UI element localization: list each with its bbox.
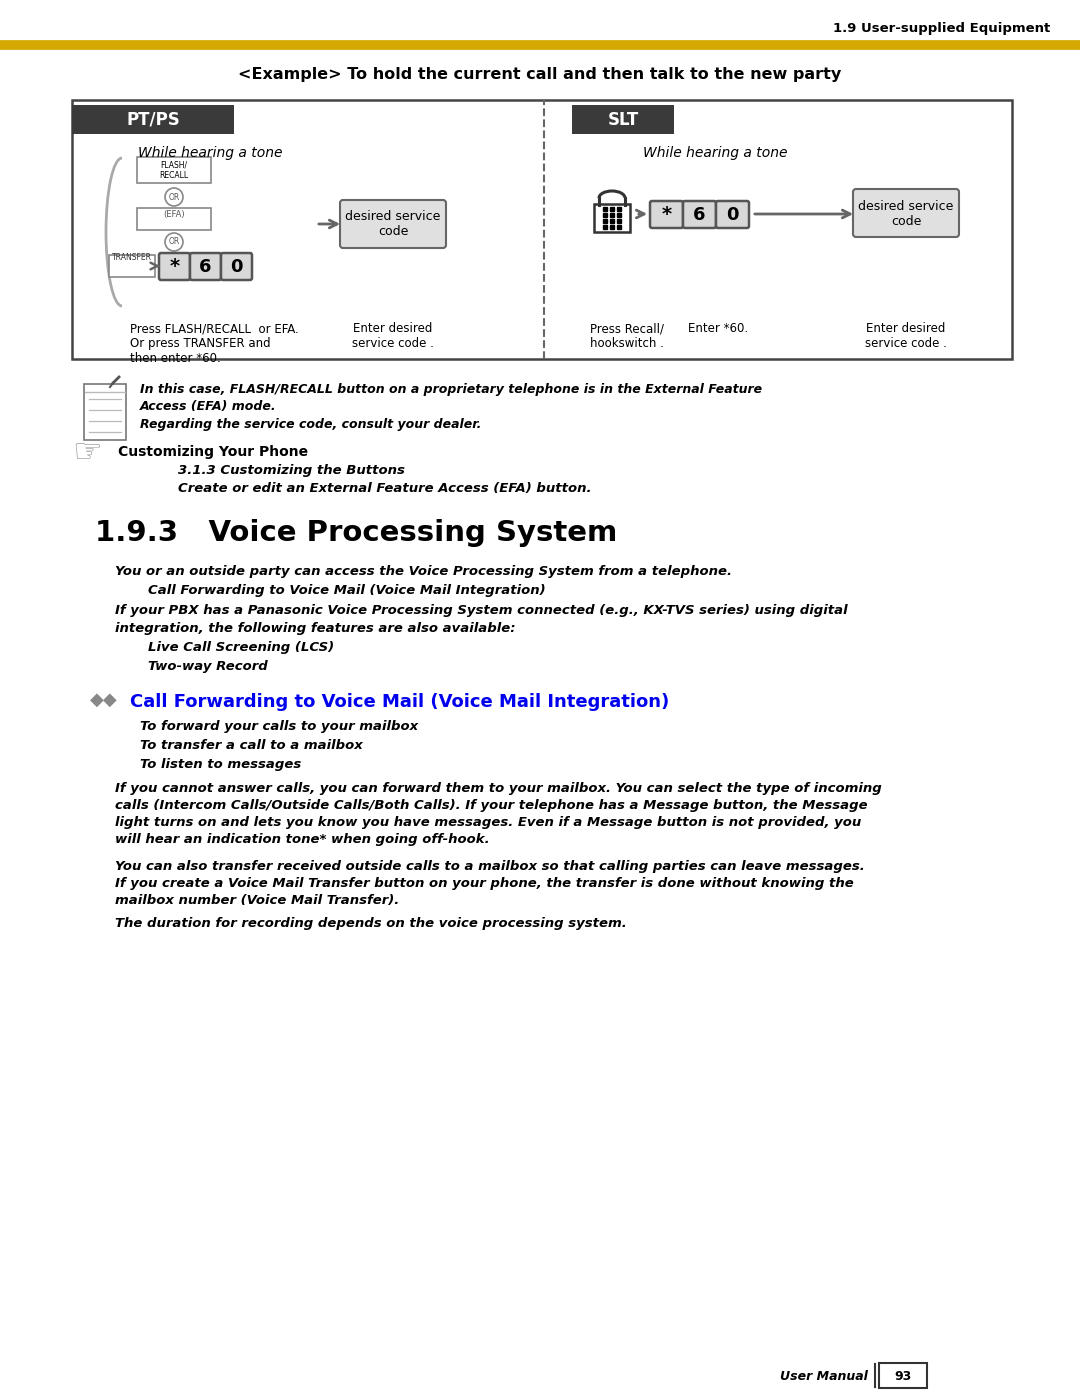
- FancyBboxPatch shape: [650, 201, 683, 228]
- Text: desired service
code: desired service code: [346, 210, 441, 237]
- Text: 93: 93: [894, 1369, 912, 1383]
- FancyBboxPatch shape: [683, 201, 716, 228]
- FancyBboxPatch shape: [594, 204, 630, 232]
- Text: 0: 0: [726, 205, 739, 224]
- Text: 0: 0: [230, 257, 243, 275]
- Text: PT/PS: PT/PS: [126, 110, 180, 129]
- FancyBboxPatch shape: [716, 201, 750, 228]
- Text: To transfer a call to a mailbox: To transfer a call to a mailbox: [140, 739, 363, 752]
- Circle shape: [165, 233, 183, 251]
- Text: Press FLASH/RECALL  or EFA.: Press FLASH/RECALL or EFA.: [130, 321, 299, 335]
- Text: 3.1.3 Customizing the Buttons: 3.1.3 Customizing the Buttons: [178, 464, 405, 476]
- FancyBboxPatch shape: [853, 189, 959, 237]
- FancyBboxPatch shape: [137, 156, 211, 183]
- Text: Create or edit an External Feature Access (EFA) button.: Create or edit an External Feature Acces…: [178, 482, 592, 495]
- Text: OR: OR: [168, 237, 179, 246]
- Text: You can also transfer received outside calls to a mailbox so that calling partie: You can also transfer received outside c…: [114, 861, 865, 873]
- Text: *: *: [661, 205, 672, 224]
- Text: integration, the following features are also available:: integration, the following features are …: [114, 622, 515, 636]
- Text: (EFA): (EFA): [163, 210, 185, 219]
- Text: Press Recall/
hookswitch .: Press Recall/ hookswitch .: [590, 321, 664, 351]
- FancyBboxPatch shape: [72, 101, 1012, 359]
- FancyBboxPatch shape: [221, 253, 252, 279]
- FancyBboxPatch shape: [572, 105, 674, 134]
- FancyBboxPatch shape: [190, 253, 221, 279]
- Text: If your PBX has a Panasonic Voice Processing System connected (e.g., KX-TVS seri: If your PBX has a Panasonic Voice Proces…: [114, 604, 848, 617]
- Circle shape: [165, 189, 183, 205]
- Text: then enter *60.: then enter *60.: [130, 352, 220, 365]
- Text: Enter desired
service code .: Enter desired service code .: [352, 321, 434, 351]
- Text: desired service
code: desired service code: [859, 200, 954, 228]
- FancyBboxPatch shape: [159, 253, 190, 279]
- Text: Enter *60.: Enter *60.: [688, 321, 748, 335]
- Text: <Example> To hold the current call and then talk to the new party: <Example> To hold the current call and t…: [239, 67, 841, 82]
- FancyBboxPatch shape: [84, 384, 126, 440]
- Text: You or an outside party can access the Voice Processing System from a telephone.: You or an outside party can access the V…: [114, 564, 732, 578]
- FancyBboxPatch shape: [879, 1363, 927, 1389]
- Text: While hearing a tone: While hearing a tone: [138, 147, 282, 161]
- Text: ☞: ☞: [72, 436, 102, 469]
- Text: light turns on and lets you know you have messages. Even if a Message button is : light turns on and lets you know you hav…: [114, 816, 861, 828]
- Text: Call Forwarding to Voice Mail (Voice Mail Integration): Call Forwarding to Voice Mail (Voice Mai…: [130, 693, 670, 711]
- Text: To listen to messages: To listen to messages: [140, 759, 301, 771]
- Text: If you cannot answer calls, you can forward them to your mailbox. You can select: If you cannot answer calls, you can forw…: [114, 782, 881, 795]
- Text: 6: 6: [693, 205, 705, 224]
- Text: If you create a Voice Mail Transfer button on your phone, the transfer is done w: If you create a Voice Mail Transfer butt…: [114, 877, 854, 890]
- Text: OR: OR: [168, 193, 179, 201]
- FancyBboxPatch shape: [137, 208, 211, 231]
- Text: While hearing a tone: While hearing a tone: [643, 147, 787, 161]
- FancyBboxPatch shape: [340, 200, 446, 249]
- Text: mailbox number (Voice Mail Transfer).: mailbox number (Voice Mail Transfer).: [114, 894, 400, 907]
- Text: Access (EFA) mode.: Access (EFA) mode.: [140, 400, 276, 414]
- Text: 6: 6: [199, 257, 212, 275]
- Text: *: *: [170, 257, 179, 277]
- Text: 1.9.3   Voice Processing System: 1.9.3 Voice Processing System: [95, 520, 618, 548]
- Text: Two-way Record: Two-way Record: [148, 659, 268, 673]
- Text: Call Forwarding to Voice Mail (Voice Mail Integration): Call Forwarding to Voice Mail (Voice Mai…: [148, 584, 545, 597]
- Text: Or press TRANSFER and: Or press TRANSFER and: [130, 337, 271, 351]
- Text: 1.9 User-supplied Equipment: 1.9 User-supplied Equipment: [833, 22, 1050, 35]
- Text: The duration for recording depends on the voice processing system.: The duration for recording depends on th…: [114, 916, 626, 930]
- Text: To forward your calls to your mailbox: To forward your calls to your mailbox: [140, 719, 418, 733]
- Text: In this case, FLASH/RECALL button on a proprietary telephone is in the External : In this case, FLASH/RECALL button on a p…: [140, 383, 762, 395]
- Text: Customizing Your Phone: Customizing Your Phone: [118, 446, 308, 460]
- Text: SLT: SLT: [607, 110, 638, 129]
- Text: Enter desired
service code .: Enter desired service code .: [865, 321, 947, 351]
- Text: will hear an indication tone* when going off-hook.: will hear an indication tone* when going…: [114, 833, 489, 847]
- Text: Regarding the service code, consult your dealer.: Regarding the service code, consult your…: [140, 418, 482, 432]
- Text: calls (Intercom Calls/Outside Calls/Both Calls). If your telephone has a Message: calls (Intercom Calls/Outside Calls/Both…: [114, 799, 867, 812]
- FancyBboxPatch shape: [109, 256, 156, 277]
- FancyBboxPatch shape: [72, 105, 234, 134]
- Text: ◆◆: ◆◆: [90, 692, 118, 710]
- Text: Live Call Screening (LCS): Live Call Screening (LCS): [148, 641, 334, 654]
- Text: User Manual: User Manual: [780, 1369, 868, 1383]
- Text: TRANSFER: TRANSFER: [112, 253, 152, 263]
- Text: FLASH/
RECALL: FLASH/ RECALL: [160, 161, 189, 180]
